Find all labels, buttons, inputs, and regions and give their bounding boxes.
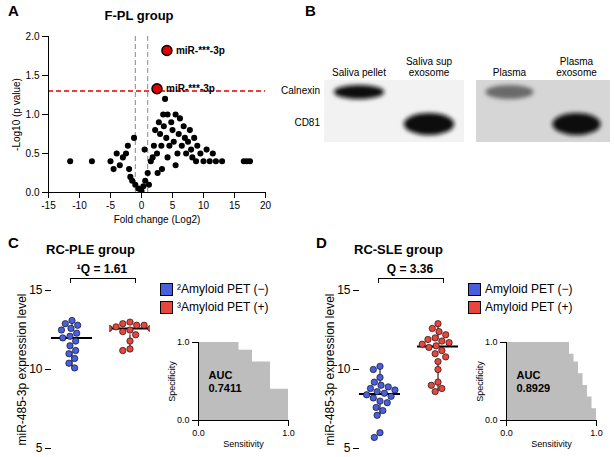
svg-text:0.0: 0.0 xyxy=(500,428,513,438)
html-text:B: B xyxy=(305,2,316,19)
svg-text:AUC0.7411: AUC0.7411 xyxy=(209,369,242,394)
svg-text:Specificity: Specificity xyxy=(475,361,485,402)
html-text:Amyloid PET (−): Amyloid PET (−) xyxy=(485,282,573,296)
html-text:Plasma exosome: Plasma exosome xyxy=(556,56,597,78)
svg-text:-10: -10 xyxy=(72,200,87,211)
html-text:Saliva sup exosome: Saliva sup exosome xyxy=(405,56,453,78)
svg-text:5: 5 xyxy=(170,200,176,211)
svg-text:Sensitivity: Sensitivity xyxy=(223,439,264,449)
html-text:RC-PLE group: RC-PLE group xyxy=(46,242,135,257)
html-text:D: D xyxy=(316,234,327,251)
svg-text:5: 5 xyxy=(344,441,351,455)
html-text:Saliva pellet: Saliva pellet xyxy=(332,67,386,78)
svg-text:miR-485-3p expression level: miR-485-3p expression level xyxy=(15,293,29,445)
svg-text:miR-***-3p: miR-***-3p xyxy=(166,83,215,94)
svg-text:Sensitivity: Sensitivity xyxy=(531,439,572,449)
html-text:Amyloid PET (+): Amyloid PET (+) xyxy=(485,300,573,314)
svg-text:-Log10 (p value): -Log10 (p value) xyxy=(11,78,22,151)
svg-text:1.0: 1.0 xyxy=(282,428,295,438)
html-text:¹Q = 1.61: ¹Q = 1.61 xyxy=(76,262,128,276)
svg-text:miR-485-3p expression level: miR-485-3p expression level xyxy=(323,293,337,445)
svg-text:AUC0.8929: AUC0.8929 xyxy=(517,369,551,394)
svg-text:1.0: 1.0 xyxy=(177,337,190,347)
svg-text:0.0: 0.0 xyxy=(26,187,40,198)
svg-text:Fold change (Log2): Fold change (Log2) xyxy=(114,214,201,225)
svg-text:1.0: 1.0 xyxy=(485,337,498,347)
svg-text:5: 5 xyxy=(36,441,43,455)
html-text:CD81: CD81 xyxy=(294,117,320,128)
html-text:³Amyloid PET (+): ³Amyloid PET (+) xyxy=(177,300,269,314)
svg-text:10: 10 xyxy=(29,362,43,376)
svg-text:1.0: 1.0 xyxy=(590,428,603,438)
html-text:C: C xyxy=(8,234,19,251)
svg-text:10: 10 xyxy=(337,362,351,376)
svg-text:miR-***-3p: miR-***-3p xyxy=(176,45,225,56)
svg-text:-5: -5 xyxy=(106,200,115,211)
svg-text:10: 10 xyxy=(198,200,210,211)
svg-text:1.0: 1.0 xyxy=(26,109,40,120)
svg-text:Specificity: Specificity xyxy=(167,361,177,402)
svg-text:0.0: 0.0 xyxy=(485,415,498,425)
html-text:A: A xyxy=(8,2,19,19)
svg-text:2.0: 2.0 xyxy=(26,31,40,42)
svg-text:15: 15 xyxy=(229,200,241,211)
svg-text:0: 0 xyxy=(139,200,145,211)
svg-text:15: 15 xyxy=(29,284,43,297)
svg-text:1.5: 1.5 xyxy=(26,70,40,81)
svg-text:-15: -15 xyxy=(41,200,56,211)
svg-text:20: 20 xyxy=(260,200,272,211)
html-text:²Amyloid PET (−): ²Amyloid PET (−) xyxy=(177,282,269,296)
html-text:Calnexin: Calnexin xyxy=(281,85,320,96)
svg-text:15: 15 xyxy=(337,284,351,297)
svg-text:0.5: 0.5 xyxy=(26,148,40,159)
html-text:F-PL group: F-PL group xyxy=(104,8,174,23)
html-text:RC-SLE group: RC-SLE group xyxy=(354,242,443,257)
svg-text:0.0: 0.0 xyxy=(192,428,205,438)
svg-text:0.0: 0.0 xyxy=(177,415,190,425)
html-text:Plasma: Plasma xyxy=(492,67,527,78)
html-text:Q = 3.36: Q = 3.36 xyxy=(386,262,434,276)
